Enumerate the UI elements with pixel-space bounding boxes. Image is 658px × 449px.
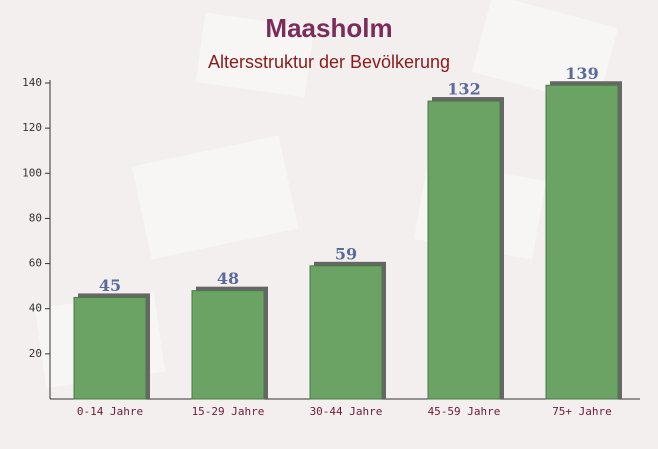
y-tick-label: 100	[22, 166, 42, 179]
bar	[309, 265, 383, 400]
y-tick-label: 20	[29, 347, 42, 360]
x-tick-label: 45-59 Jahre	[428, 405, 501, 418]
value-label: 48	[217, 269, 239, 288]
y-tick-label: 80	[29, 211, 42, 224]
y-tick-label: 140	[22, 76, 42, 89]
x-tick-label: 15-29 Jahre	[192, 405, 265, 418]
y-tick-label: 120	[22, 121, 42, 134]
x-tick-label: 75+ Jahre	[552, 405, 612, 418]
chart-title: Maasholm	[265, 13, 392, 43]
y-tick-label: 40	[29, 302, 42, 315]
value-label: 59	[335, 244, 357, 263]
bar	[191, 290, 265, 400]
bar	[427, 100, 501, 400]
bar	[545, 84, 619, 400]
value-label: 132	[447, 80, 480, 99]
x-tick-label: 30-44 Jahre	[310, 405, 383, 418]
chart-subtitle: Altersstruktur der Bevölkerung	[208, 52, 450, 72]
y-tick-label: 60	[29, 257, 42, 270]
value-label: 139	[565, 64, 598, 83]
value-label: 45	[99, 276, 121, 295]
bar	[73, 296, 147, 400]
x-tick-label: 0-14 Jahre	[77, 405, 143, 418]
